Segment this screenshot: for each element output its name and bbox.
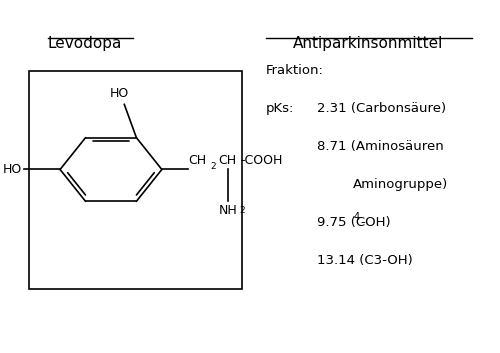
Text: 2: 2: [239, 206, 244, 215]
Text: 2.31 (Carbonsäure): 2.31 (Carbonsäure): [317, 102, 446, 115]
Text: CH: CH: [218, 154, 236, 167]
Text: CH: CH: [188, 154, 206, 167]
Text: 9.75 (C: 9.75 (C: [317, 216, 365, 229]
Text: HO: HO: [3, 163, 22, 176]
Text: Levodopa: Levodopa: [48, 36, 122, 52]
Text: Fraktion:: Fraktion:: [266, 65, 324, 77]
Text: 4: 4: [354, 212, 360, 222]
Text: NH: NH: [219, 204, 238, 217]
Text: HO: HO: [110, 87, 129, 100]
Text: 2: 2: [211, 162, 216, 171]
Text: 13.14 (C3-OH): 13.14 (C3-OH): [317, 253, 412, 267]
FancyBboxPatch shape: [28, 71, 242, 288]
Text: -OH): -OH): [360, 216, 391, 229]
Text: -COOH: -COOH: [241, 154, 283, 167]
Text: Aminogruppe): Aminogruppe): [353, 178, 448, 191]
Text: pKs:: pKs:: [266, 102, 294, 115]
Text: 8.71 (Aminosäuren: 8.71 (Aminosäuren: [317, 140, 444, 153]
Text: Antiparkinsonmittel: Antiparkinsonmittel: [292, 36, 443, 52]
